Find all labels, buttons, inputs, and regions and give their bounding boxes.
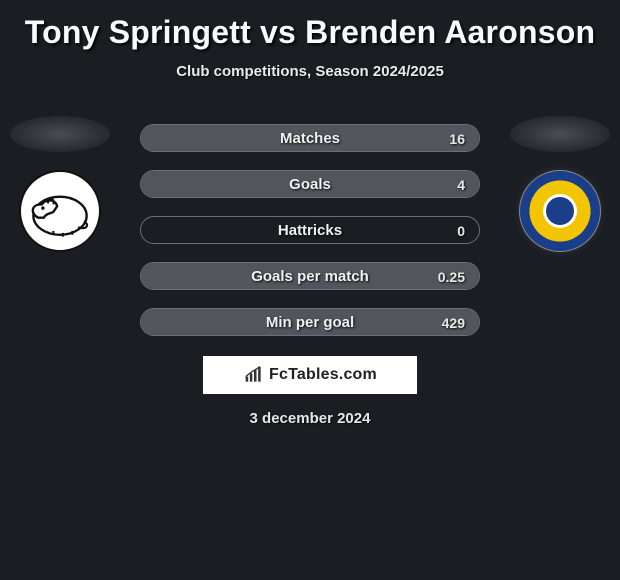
stat-row-matches: Matches 16 — [140, 124, 480, 152]
stat-row-goals: Goals 4 — [140, 170, 480, 198]
stats-container: Matches 16 Goals 4 Hattricks 0 Goals per… — [140, 124, 480, 354]
stat-label: Hattricks — [141, 217, 479, 243]
player-left — [10, 116, 110, 252]
stat-right-value: 429 — [428, 309, 479, 335]
stat-right-value: 16 — [435, 125, 479, 151]
player-right — [510, 116, 610, 252]
bars-icon — [243, 365, 265, 385]
date-text: 3 december 2024 — [0, 410, 620, 427]
stat-right-value: 4 — [443, 171, 479, 197]
stat-row-hattricks: Hattricks 0 — [140, 216, 480, 244]
stat-row-gpm: Goals per match 0.25 — [140, 262, 480, 290]
stat-right-value: 0.25 — [424, 263, 479, 289]
page-title: Tony Springett vs Brenden Aaronson — [0, 0, 620, 53]
brand-badge: FcTables.com — [203, 356, 417, 394]
brand-text: FcTables.com — [269, 366, 377, 384]
stat-row-mpg: Min per goal 429 — [140, 308, 480, 336]
stat-label: Matches — [141, 125, 479, 151]
leeds-badge-icon — [519, 170, 601, 252]
stat-label: Goals — [141, 171, 479, 197]
player-left-photo — [10, 116, 110, 152]
player-right-photo — [510, 116, 610, 152]
subtitle: Club competitions, Season 2024/2025 — [0, 63, 620, 80]
stat-right-value: 0 — [443, 217, 479, 243]
derby-badge-icon — [19, 170, 101, 252]
